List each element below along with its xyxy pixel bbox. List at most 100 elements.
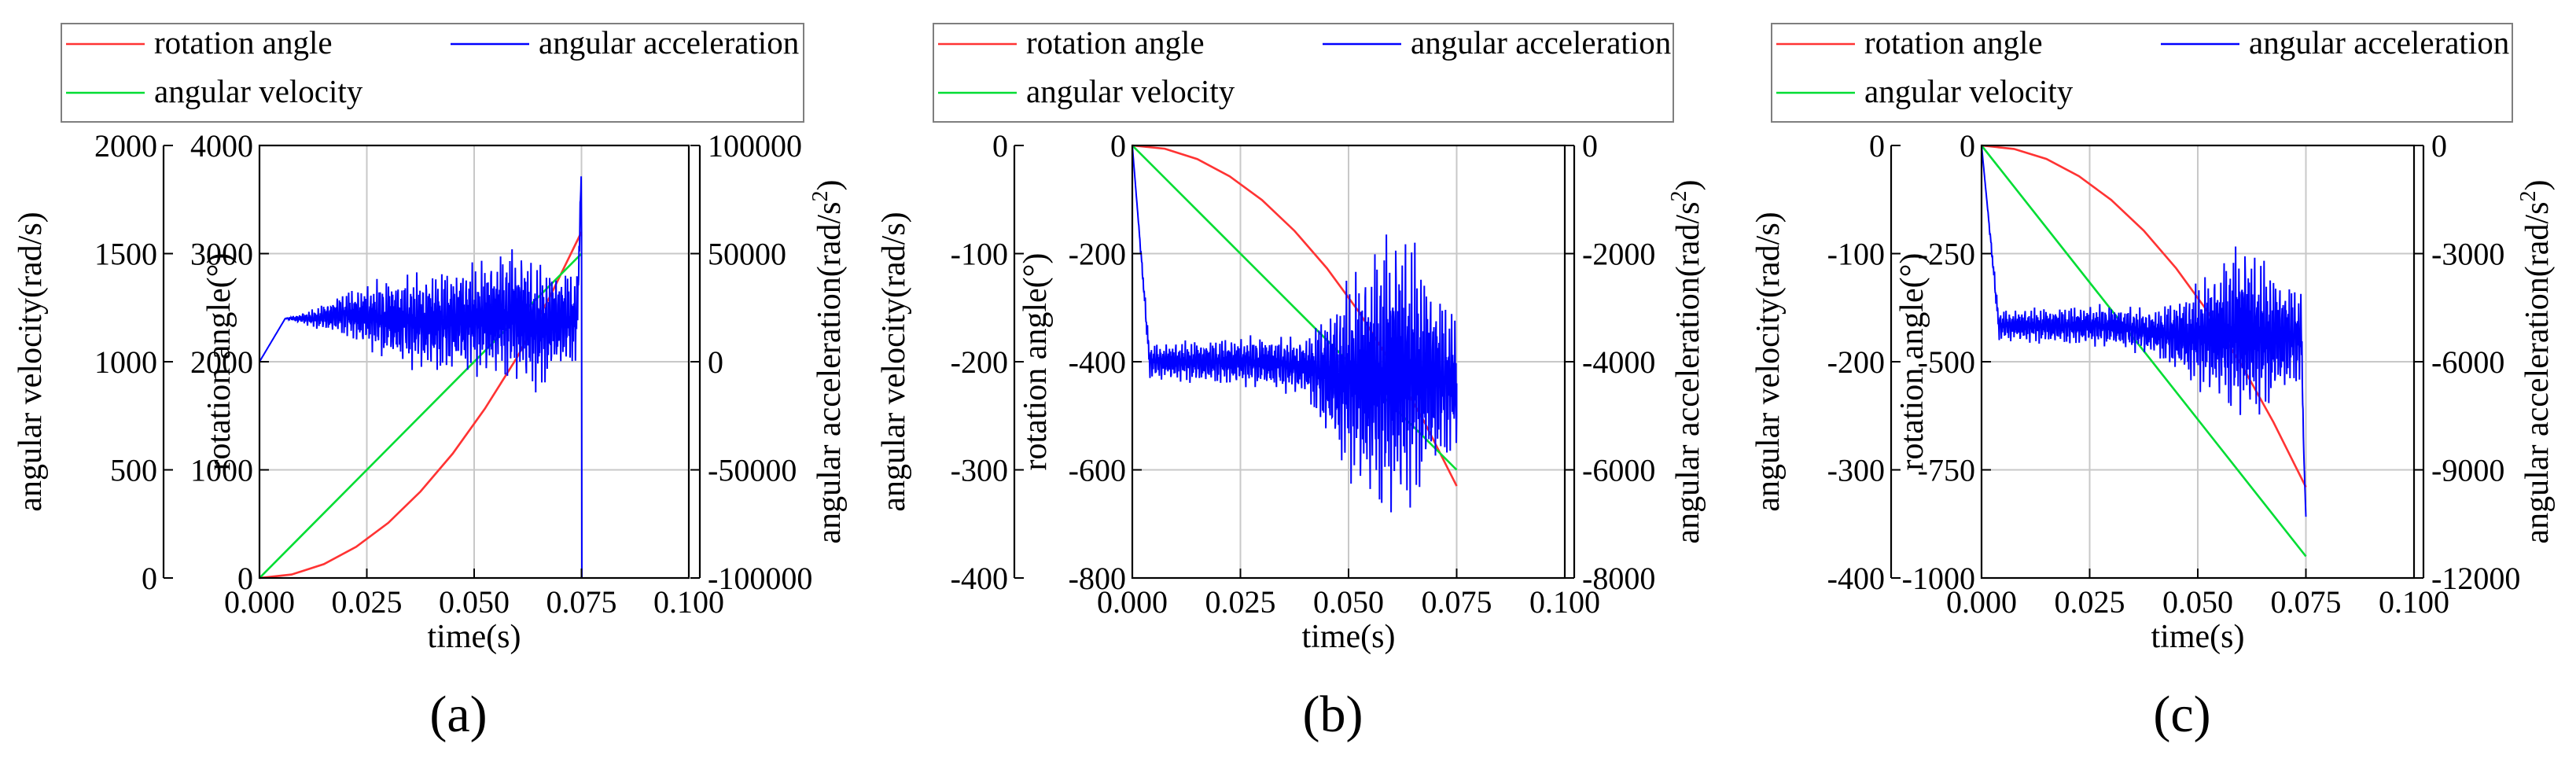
angle-tick-label: -500 xyxy=(1918,344,1975,380)
velocity-tick-label: -200 xyxy=(951,344,1008,380)
series-line-angular-acceleration xyxy=(1981,145,2307,517)
velocity-tick-label: 0 xyxy=(142,561,157,596)
acceleration-label-end: ) xyxy=(1670,180,1706,191)
legend: rotation angle angular acceleration angula… xyxy=(933,23,1674,123)
chart-panel-3: 0.000 0.025 0.050 0.075 0.100time(s)-1000-75… xyxy=(1750,23,2556,743)
x-axis-label: time(s) xyxy=(428,619,521,655)
x-tick-label: 0.075 xyxy=(546,584,617,620)
velocity-tick-label: -100 xyxy=(951,237,1008,272)
acceleration-tick-label: -50000 xyxy=(708,453,797,488)
velocity-tick-label: -400 xyxy=(951,561,1008,596)
velocity-axis-label: angular velocity(rad/s) xyxy=(13,212,49,511)
x-tick-label: 0.000 xyxy=(1946,584,2017,620)
x-tick-label: 0.000 xyxy=(224,584,295,620)
legend-box xyxy=(61,23,804,123)
velocity-tick-label: 0 xyxy=(992,128,1008,164)
series-line-rotation-angle xyxy=(1981,144,2307,488)
acceleration-label-end: ) xyxy=(2519,180,2556,191)
acceleration-tick-label: -12000 xyxy=(2431,561,2520,596)
velocity-axis-label: angular velocity(rad/s) xyxy=(876,212,912,511)
series-line-rotation-angle xyxy=(259,231,583,580)
angle-tick-label: -1000 xyxy=(1902,561,1975,596)
panel-label: (b) xyxy=(1303,686,1363,743)
acceleration-tick-label: 0 xyxy=(1582,128,1598,164)
legend: rotation angle angular acceleration angula… xyxy=(61,23,804,123)
acceleration-axis-label: angular acceleration(rad/s2) xyxy=(2516,180,2556,544)
velocity-tick-label: 1500 xyxy=(94,237,157,272)
velocity-tick-label: -400 xyxy=(1827,561,1885,596)
x-tick-label: 0.075 xyxy=(2271,584,2342,620)
x-tick-label: 0.050 xyxy=(1313,584,1384,620)
series-line-angular-acceleration xyxy=(1132,145,1458,513)
velocity-tick-label: -300 xyxy=(951,453,1008,488)
angle-tick-label: -750 xyxy=(1918,453,1975,488)
legend-box xyxy=(1771,23,2513,123)
acceleration-label-main: angular acceleration(rad/s xyxy=(811,202,848,544)
acceleration-label-sup: 2 xyxy=(2516,191,2541,202)
angle-tick-label: -400 xyxy=(1069,344,1126,380)
x-tick-label: 0.025 xyxy=(1205,584,1276,620)
acceleration-axis-label: angular acceleration(rad/s2) xyxy=(808,180,848,544)
chart-panel-2: 0.000 0.025 0.050 0.075 0.100 time(s) -800 -600… xyxy=(876,23,1706,743)
legend-entry: rotation angle xyxy=(1864,24,2043,61)
acceleration-label-main: angular acceleration(rad/s xyxy=(1670,202,1706,544)
angle-tick-label: 1000 xyxy=(190,453,253,488)
legend-box xyxy=(933,23,1674,123)
x-tick-label: 0.000 xyxy=(1097,584,1168,620)
angle-tick-label: 2000 xyxy=(190,344,253,380)
acceleration-tick-label: -6000 xyxy=(2431,344,2504,380)
x-tick-label: 0.050 xyxy=(439,584,510,620)
legend-entry: angular acceleration xyxy=(2249,24,2509,61)
acceleration-label-end: ) xyxy=(811,180,848,191)
acceleration-tick-label: 0 xyxy=(2431,128,2447,164)
series-line-angular-acceleration xyxy=(259,176,583,579)
legend-entry: angular velocity xyxy=(1864,73,2074,109)
angle-tick-label: 0 xyxy=(237,561,253,596)
chart-panel-1: 0.000 0.025 0.050 0.075 0.100time(s)01000200… xyxy=(13,23,848,743)
legend-entry: rotation angle xyxy=(1026,24,1205,61)
acceleration-label-sup: 2 xyxy=(808,191,833,202)
x-tick-label: 0.050 xyxy=(2162,584,2233,620)
x-axis-label: time(s) xyxy=(1302,619,1396,655)
legend: rotation angle angular acceleration angula… xyxy=(1771,23,2513,123)
x-axis-label: time(s) xyxy=(2151,619,2245,655)
x-tick-label: 0.100 xyxy=(653,584,724,620)
panel-label: (c) xyxy=(2153,686,2210,743)
legend-entry: angular acceleration xyxy=(1411,24,1671,61)
angle-tick-label: 3000 xyxy=(190,237,253,272)
velocity-tick-label: 500 xyxy=(110,453,157,488)
acceleration-axis-label: angular acceleration(rad/s2) xyxy=(1667,180,1706,544)
angle-tick-label: -800 xyxy=(1069,561,1126,596)
angle-tick-label: -200 xyxy=(1069,237,1126,272)
panel-label: (a) xyxy=(429,686,487,743)
velocity-axis-label: angular velocity(rad/s) xyxy=(1750,212,1787,511)
acceleration-label-main: angular acceleration(rad/s xyxy=(2519,202,2556,544)
x-tick-label: 0.100 xyxy=(2379,584,2449,620)
x-tick-label: 0.075 xyxy=(1422,584,1492,620)
acceleration-label-sup: 2 xyxy=(1667,191,1691,202)
acceleration-tick-label: -8000 xyxy=(1582,561,1655,596)
series-line-rotation-angle xyxy=(1132,144,1458,487)
acceleration-tick-label: 50000 xyxy=(708,237,786,272)
velocity-tick-label: -100 xyxy=(1827,237,1885,272)
acceleration-tick-label: 0 xyxy=(708,344,723,380)
velocity-tick-label: 1000 xyxy=(94,344,157,380)
legend-entry: angular velocity xyxy=(1026,73,1235,109)
angle-tick-label: 0 xyxy=(1110,128,1126,164)
legend-entry: rotation angle xyxy=(154,24,333,61)
angle-tick-label: 4000 xyxy=(190,128,253,164)
acceleration-tick-label: -3000 xyxy=(2431,237,2504,272)
angle-axis-label: rotation angle(°) xyxy=(201,253,237,471)
acceleration-tick-label: -4000 xyxy=(1582,344,1655,380)
x-tick-label: 0.025 xyxy=(332,584,403,620)
angle-tick-label: 0 xyxy=(1960,128,1975,164)
acceleration-tick-label: -100000 xyxy=(708,561,812,596)
angle-tick-label: -600 xyxy=(1069,453,1126,488)
acceleration-tick-label: -9000 xyxy=(2431,453,2504,488)
acceleration-tick-label: -6000 xyxy=(1582,453,1655,488)
velocity-tick-label: -200 xyxy=(1827,344,1885,380)
velocity-tick-label: 2000 xyxy=(94,128,157,164)
x-tick-label: 0.100 xyxy=(1529,584,1600,620)
